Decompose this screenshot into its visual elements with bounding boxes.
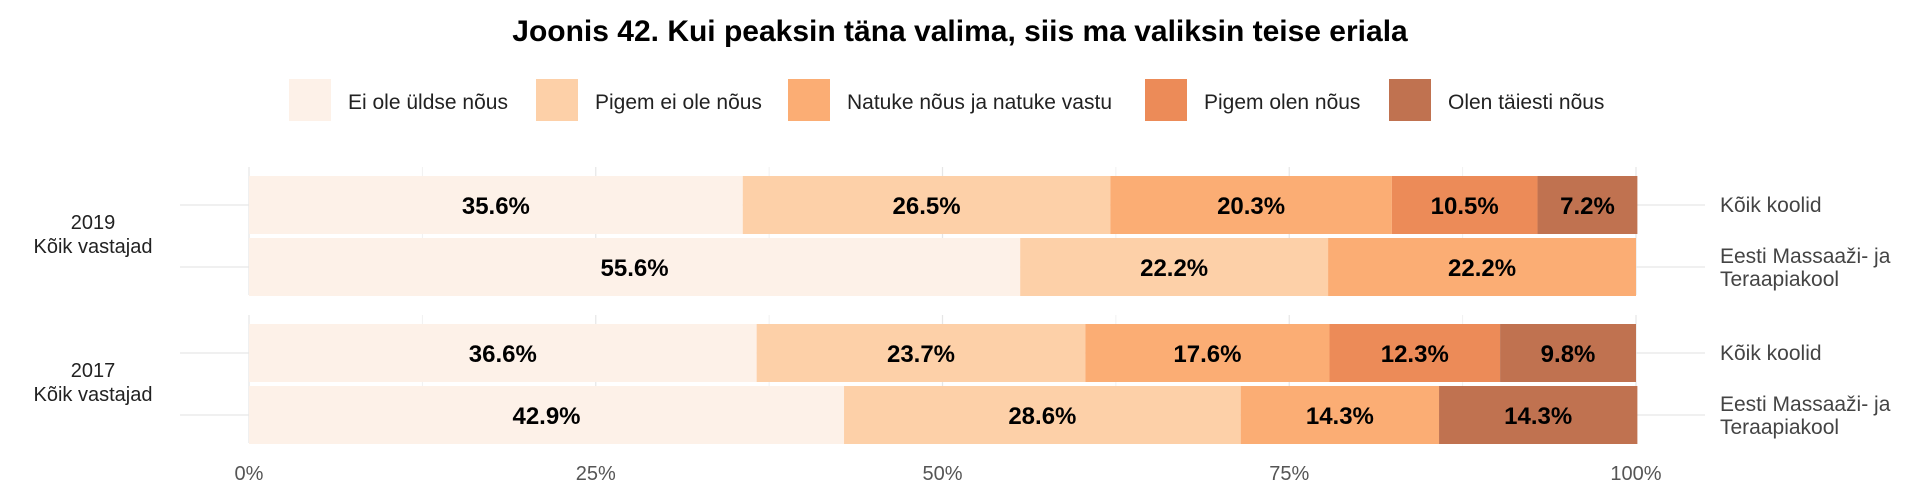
bar-row: 55.6% 22.2% 22.2% Eesti Massaaži- jaTeraapi… (249, 238, 1891, 296)
legend-label: Ei ole üldse nõus (348, 91, 508, 114)
bar-value-label: 26.5% (893, 193, 961, 220)
group-label-respondents: Kõik vastajad (34, 236, 153, 258)
bar-segment (1500, 324, 1636, 382)
bar-segment (756, 324, 1086, 382)
bar-row: 42.9% 28.6% 14.3% 14.3% Eesti Massaaži- jaTe… (249, 386, 1891, 444)
bar-value-label: 14.3% (1306, 403, 1374, 430)
bar-segment (1328, 238, 1636, 296)
bar-segment (249, 176, 743, 234)
legend: Ei ole üldse nõus Pigem ei ole nõus Natuke… (289, 79, 1604, 121)
bar-value-label: 20.3% (1217, 193, 1285, 220)
legend-swatch (289, 79, 331, 121)
legend-swatch (788, 79, 830, 121)
bar-value-label: 17.6% (1173, 341, 1241, 368)
bar-segment (1085, 324, 1330, 382)
legend-swatch (536, 79, 578, 121)
group-label-year: 2017 (71, 360, 116, 382)
bar-value-label: 22.2% (1140, 255, 1208, 282)
bar-segment (1537, 176, 1638, 234)
legend-label: Natuke nõus ja natuke vastu (847, 91, 1112, 114)
group-label-year: 2019 (71, 212, 116, 234)
row-label-line2: Teraapiakool (1720, 416, 1839, 439)
bar-segment (1020, 238, 1329, 296)
bar-segment (1240, 386, 1440, 444)
legend-label: Olen täiesti nõus (1448, 91, 1604, 114)
row-label: Kõik koolid (1720, 194, 1822, 217)
bar-segment (1391, 176, 1538, 234)
x-axis: 0% 25% 50% 75% 100% (235, 463, 1662, 485)
bar-value-label: 10.5% (1431, 193, 1499, 220)
row-label: Kõik koolid (1720, 342, 1822, 365)
bar-segment (742, 176, 1111, 234)
x-tick-label: 0% (235, 463, 264, 485)
bar-value-label: 22.2% (1448, 255, 1516, 282)
bar-segment (249, 324, 757, 382)
bar-segment (1439, 386, 1638, 444)
bar-segment (249, 238, 1021, 296)
legend-swatch (1145, 79, 1187, 121)
bar-value-label: 7.2% (1560, 193, 1615, 220)
bar-row: 36.6% 23.7% 17.6% 12.3% 9.8% Kõik koolid (249, 324, 1822, 382)
bar-value-label: 42.9% (512, 403, 580, 430)
bar-value-label: 9.8% (1541, 341, 1596, 368)
legend-swatch (1389, 79, 1431, 121)
bar-value-label: 36.6% (469, 341, 537, 368)
bar-value-label: 23.7% (887, 341, 955, 368)
bar-value-label: 14.3% (1504, 403, 1572, 430)
bar-segment (249, 386, 845, 444)
bar-row: 35.6% 26.5% 20.3% 10.5% 7.2% Kõik koolid (249, 176, 1822, 234)
x-tick-label: 100% (1610, 463, 1661, 485)
bar-value-label: 35.6% (462, 193, 530, 220)
chart-title: Joonis 42. Kui peaksin täna valima, siis… (512, 15, 1408, 48)
x-tick-label: 25% (576, 463, 616, 485)
bar-value-label: 12.3% (1381, 341, 1449, 368)
row-label: Eesti Massaaži- ja (1720, 245, 1891, 268)
bar-value-label: 55.6% (601, 255, 669, 282)
row-label-line2: Teraapiakool (1720, 268, 1839, 291)
bar-segment (1329, 324, 1501, 382)
row-label: Eesti Massaaži- ja (1720, 393, 1891, 416)
x-tick-label: 50% (922, 463, 962, 485)
x-tick-label: 75% (1269, 463, 1309, 485)
bar-segment (1110, 176, 1392, 234)
group-label-respondents: Kõik vastajad (34, 384, 153, 406)
legend-label: Pigem ei ole nõus (595, 91, 762, 114)
legend-label: Pigem olen nõus (1204, 91, 1360, 114)
bar-value-label: 28.6% (1008, 403, 1076, 430)
bar-segment (844, 386, 1241, 444)
